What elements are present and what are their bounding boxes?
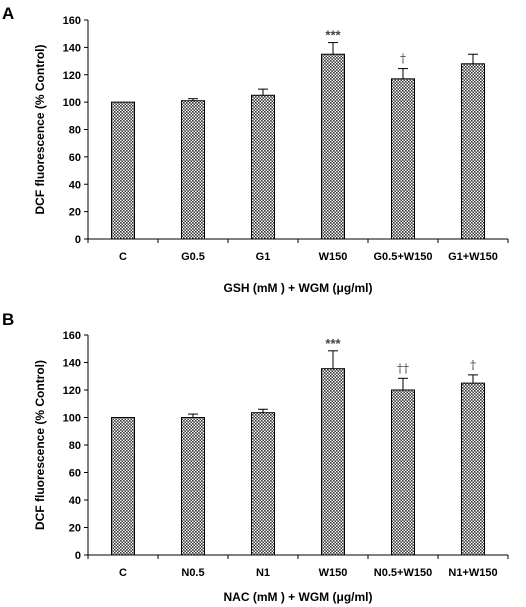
bar [111,417,135,556]
y-tick-label: 100 [63,97,81,109]
y-tick-label: 20 [69,207,81,219]
bar [321,368,345,556]
x-tick-label: G0.5 [181,251,205,263]
y-tick-label: 40 [69,179,81,191]
bar [461,63,485,240]
x-tick-label: N1+W150 [448,567,497,579]
panel-letter: A [2,4,14,23]
x-tick-label: W150 [319,567,348,579]
x-tick-label: G1+W150 [448,251,498,263]
y-tick-label: 160 [63,330,81,342]
x-axis-title: NAC (mM ) + WGM (μg/ml) [224,590,373,604]
x-tick-label: N1 [256,567,270,579]
y-tick-label: 100 [63,413,81,425]
significance-annotation: *** [325,336,341,351]
y-tick-label: 60 [69,468,81,480]
x-tick-label: C [119,251,127,263]
x-tick-label: N0.5+W150 [374,567,432,579]
y-axis-title: DCF fluorescence (% Control) [33,44,47,214]
y-tick-label: 120 [63,70,81,82]
y-tick-label: 80 [69,125,81,137]
x-tick-label: G1 [256,251,271,263]
significance-annotation: † [470,358,476,372]
y-tick-label: 20 [69,523,81,535]
bar [321,53,345,240]
bar [181,100,205,240]
x-tick-label: W150 [319,251,348,263]
y-tick-label: 140 [63,358,81,370]
y-tick-label: 140 [63,42,81,54]
x-tick-label: C [119,567,127,579]
bar [391,78,415,240]
panel-b: B 0 20 40 60 80 100 120 140 160 C N0.5 N1 W150 *** N0.5… [2,310,509,604]
x-axis-title: GSH (mM ) + WGM (μg/ml) [224,281,373,295]
significance-annotation: *** [325,28,341,43]
bar [251,94,275,240]
y-tick-label: 80 [69,440,81,452]
y-tick-label: 120 [63,385,81,397]
y-tick-label: 40 [69,495,81,507]
significance-annotation: † [400,52,406,66]
y-axis-title: DCF fluorescence (% Control) [33,360,47,530]
bar [111,101,135,240]
panel-letter: B [2,310,14,329]
bar [461,382,485,556]
y-tick-label: 0 [75,234,81,246]
bar [181,417,205,556]
bar [251,412,275,556]
x-tick-label: G0.5+W150 [373,251,432,263]
y-tick-label: 60 [69,152,81,164]
x-tick-label: N0.5 [181,567,204,579]
panel-a: A 0 20 40 60 80 100 120 140 160 C G0.5 G1 W150 *** G0.5… [2,4,509,295]
bar [391,389,415,556]
significance-annotation: †† [397,361,409,375]
y-tick-label: 160 [63,15,81,27]
y-tick-label: 0 [75,550,81,562]
